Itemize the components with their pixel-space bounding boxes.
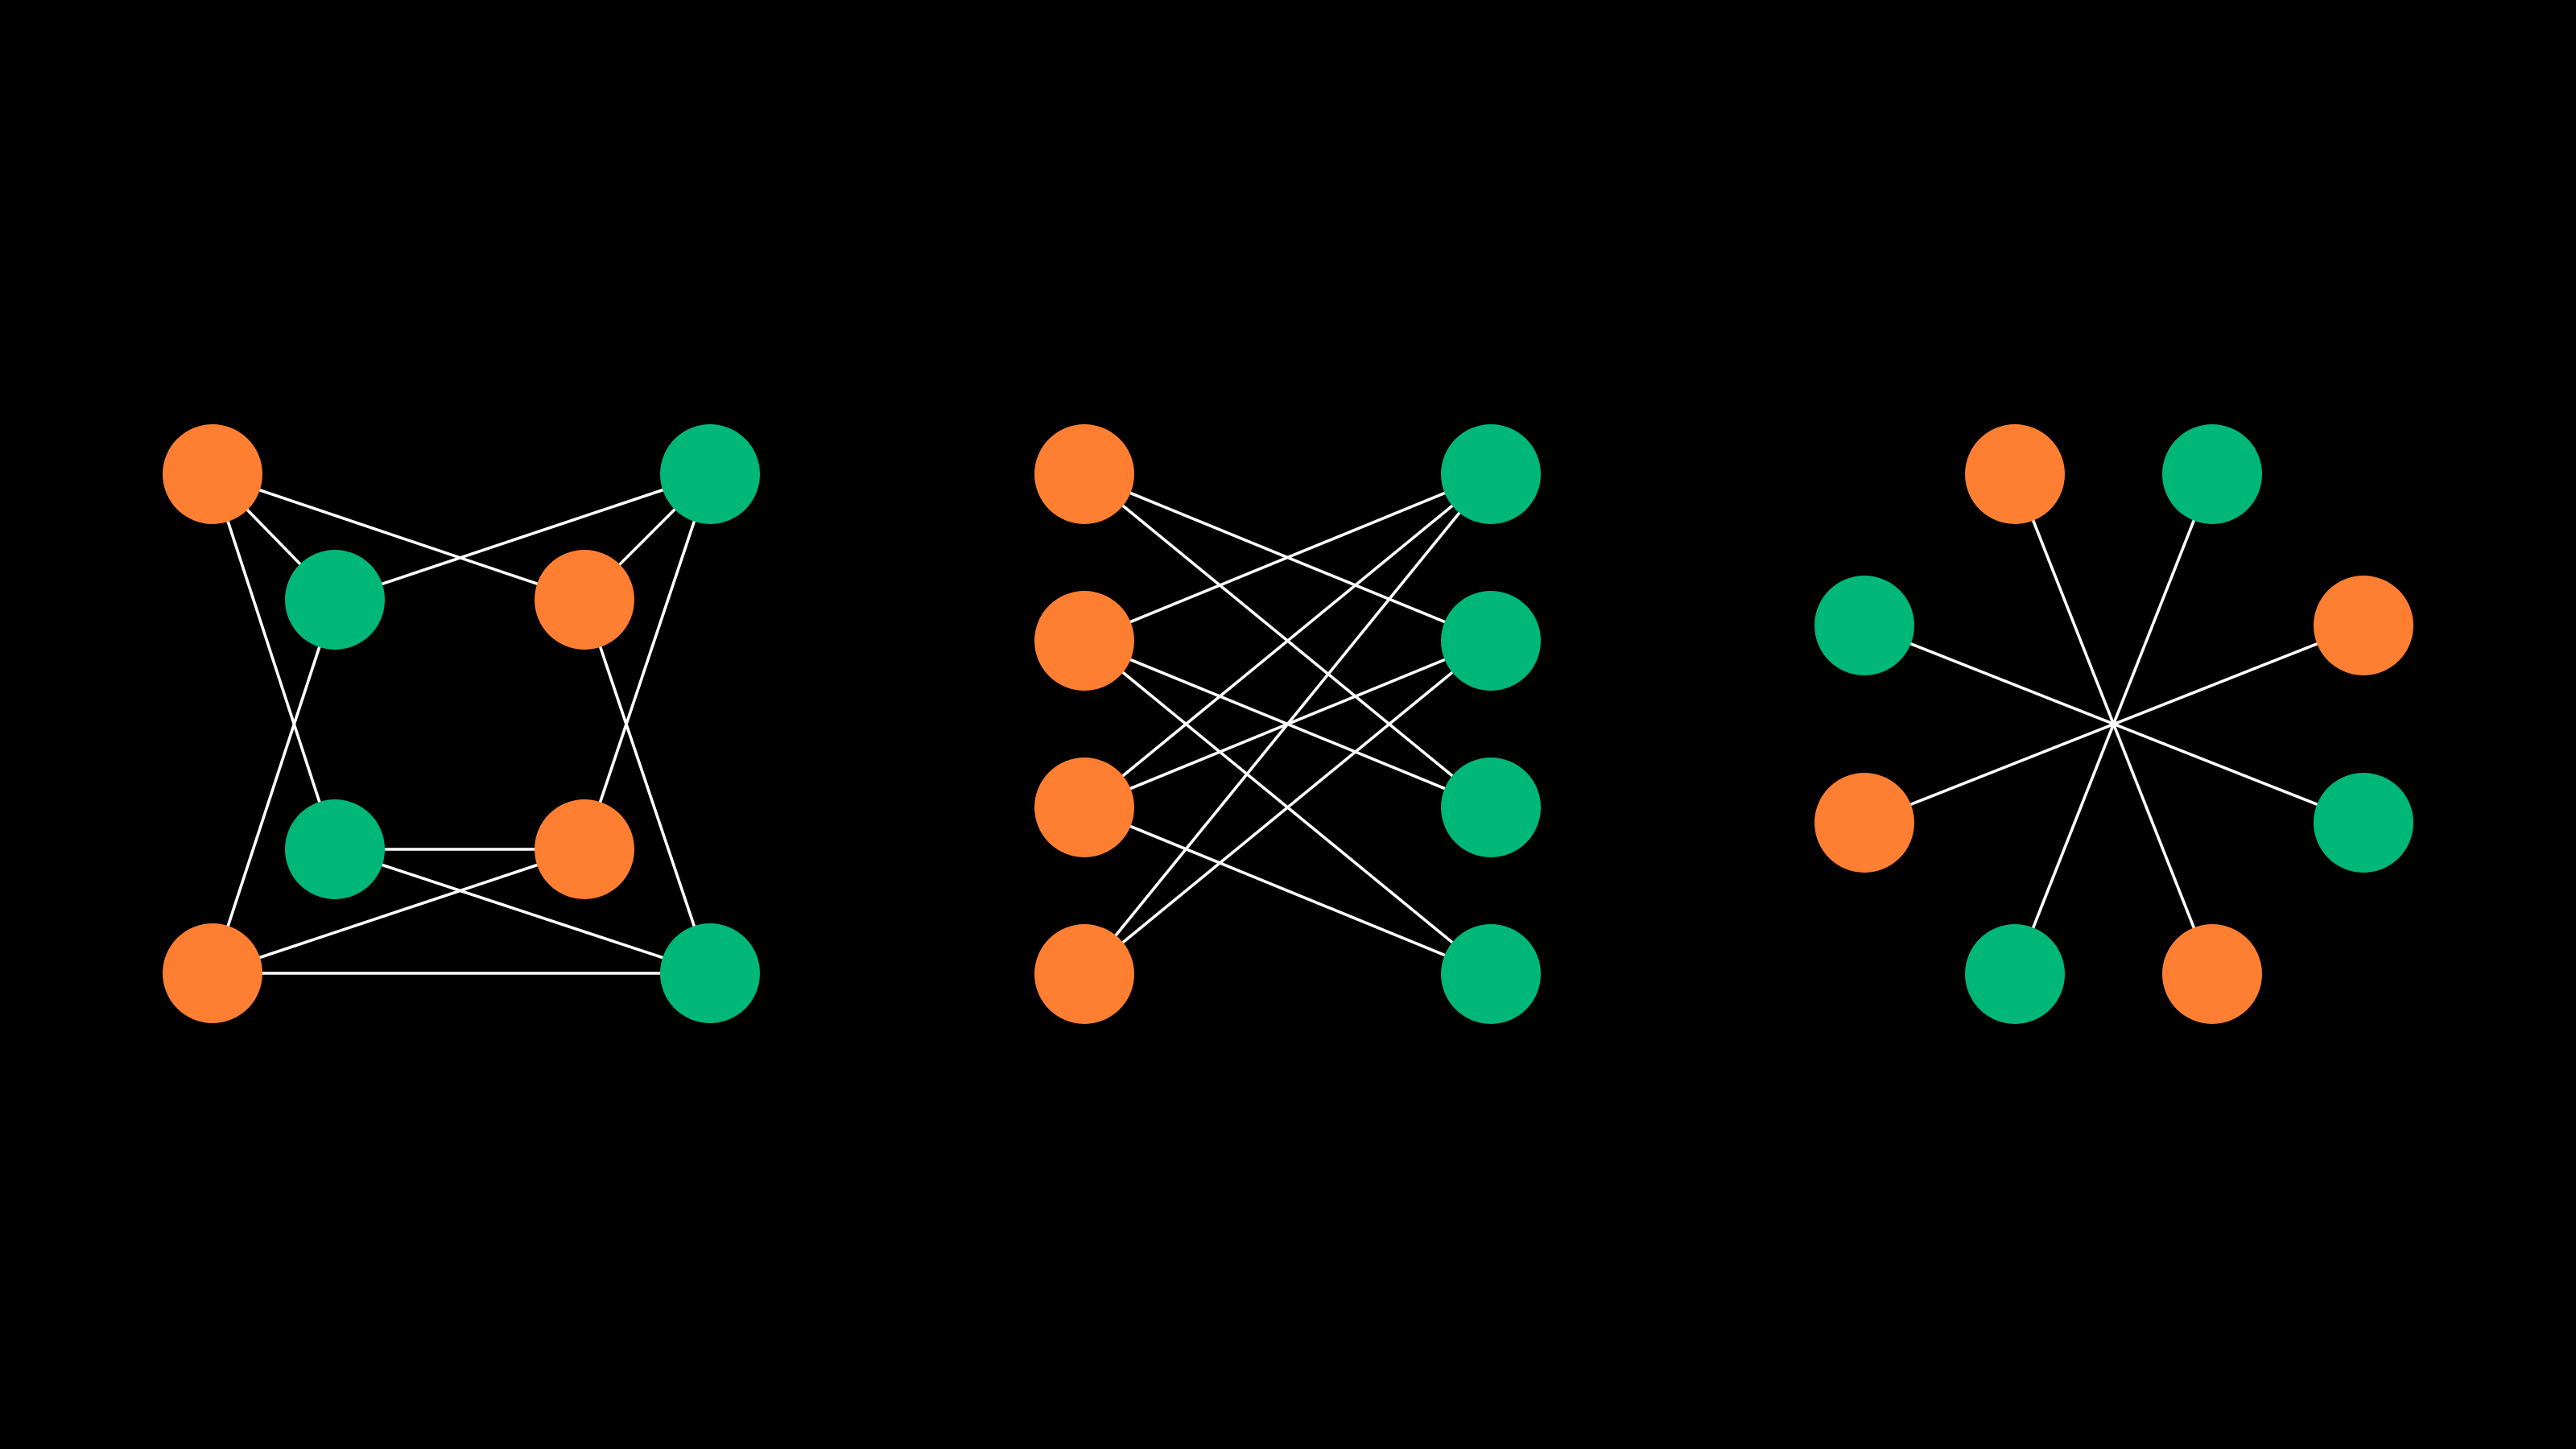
node-orange-s5 <box>2162 924 2262 1024</box>
node-green-r1 <box>1441 424 1541 524</box>
node-orange-l3 <box>1034 758 1134 857</box>
node-green-b <box>660 424 760 524</box>
node-green-r3 <box>1441 758 1541 857</box>
node-green-r4 <box>1441 924 1541 1024</box>
node-green-e <box>285 799 385 899</box>
node-green-h <box>660 923 760 1023</box>
node-orange-s3 <box>2314 576 2413 675</box>
edge-l3-r1 <box>1083 473 1492 809</box>
node-orange-l2 <box>1034 591 1134 691</box>
edge-b-f <box>583 473 712 851</box>
node-orange-l1 <box>1034 424 1134 524</box>
node-green-s2 <box>2162 424 2262 524</box>
node-orange-a <box>163 424 262 524</box>
node-orange-s7 <box>1814 773 1914 873</box>
cube-graph <box>163 424 760 1023</box>
edge-a-d <box>211 473 586 601</box>
node-orange-f <box>535 799 634 899</box>
edge-e-h <box>333 848 712 975</box>
edge-l3-r4 <box>1083 806 1492 976</box>
node-green-s8 <box>1814 576 1914 675</box>
node-orange-l4 <box>1034 924 1134 1024</box>
node-orange-d <box>535 550 634 650</box>
edge-f-g <box>211 848 586 975</box>
edge-d-h <box>583 598 712 975</box>
edge-a-e <box>211 473 336 851</box>
edge-l4-r2 <box>1083 639 1492 976</box>
edge-c-g <box>211 598 336 975</box>
node-green-s4 <box>2314 773 2413 873</box>
edge-s4-s8 <box>1863 624 2365 824</box>
edge-l2-r1 <box>1083 473 1492 642</box>
node-green-c <box>285 550 385 650</box>
edge-l4-r1 <box>1083 473 1492 976</box>
node-green-s6 <box>1965 924 2065 1024</box>
bipartite-graph <box>1034 424 1541 1024</box>
node-orange-g <box>163 923 262 1023</box>
node-orange-s1 <box>1965 424 2065 524</box>
star-graph <box>1814 424 2413 1024</box>
node-green-r2 <box>1441 591 1541 691</box>
edge-b-c <box>333 473 712 601</box>
